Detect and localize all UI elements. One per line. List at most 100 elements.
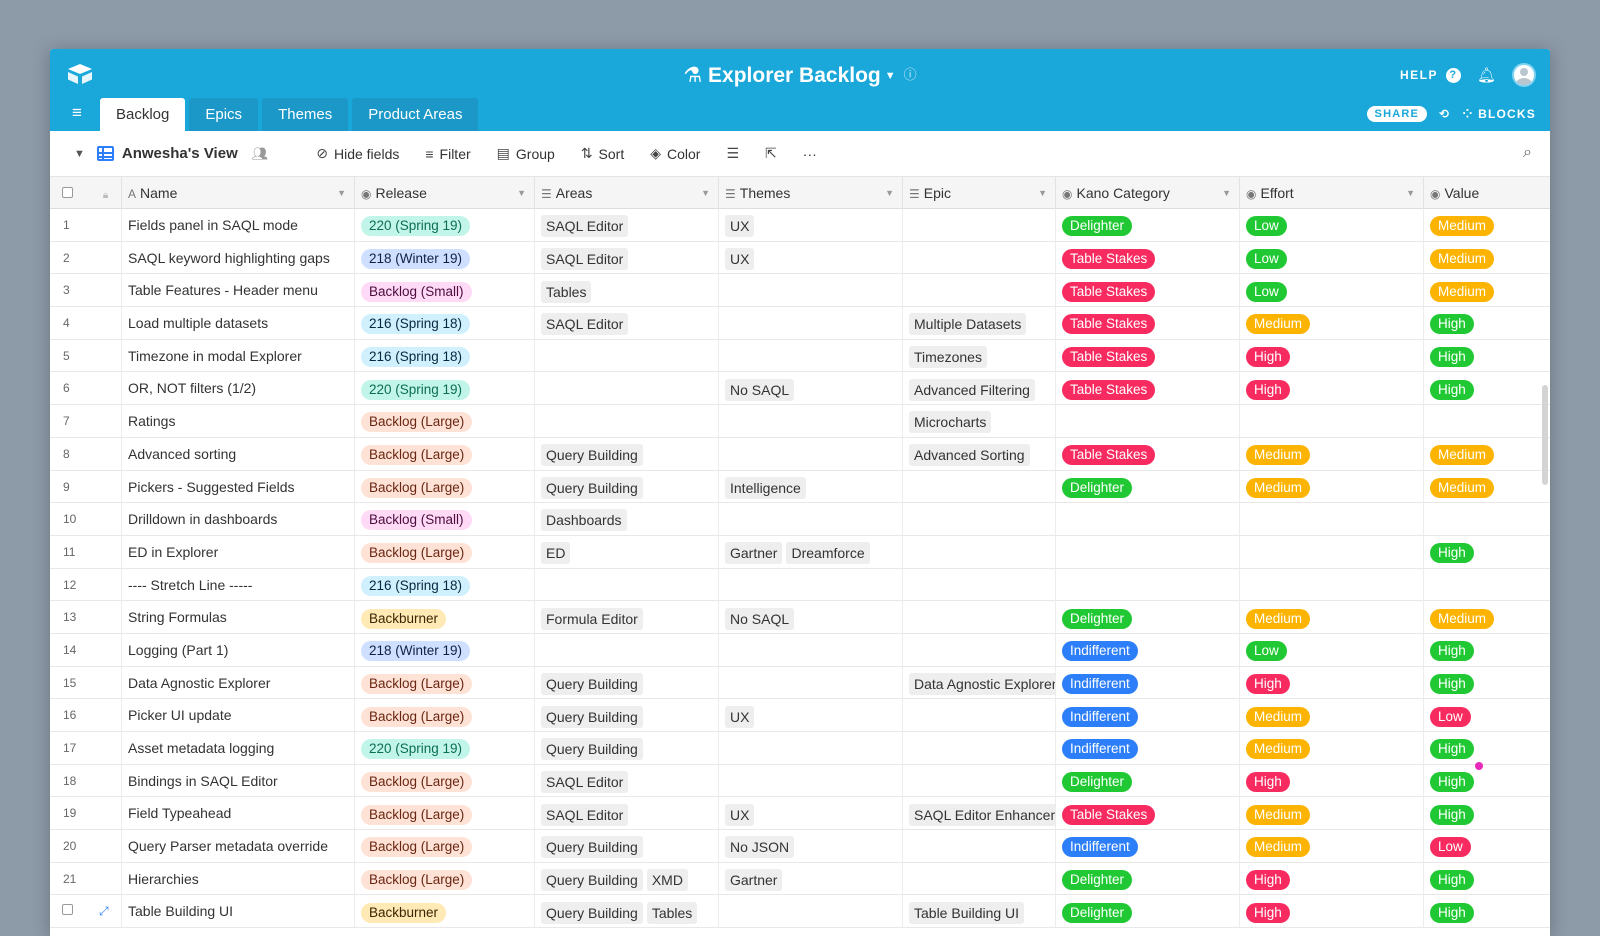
effort-cell[interactable]: High xyxy=(1240,372,1424,405)
value-cell[interactable]: Low xyxy=(1424,830,1550,862)
areas-cell[interactable]: SAQL Editor xyxy=(535,797,719,830)
areas-cell[interactable] xyxy=(535,372,719,405)
select-all-checkbox[interactable] xyxy=(62,187,73,198)
effort-cell[interactable]: High xyxy=(1240,895,1424,928)
areas-cell[interactable]: Query Building xyxy=(535,830,719,863)
row-number-cell[interactable]: 7 xyxy=(50,405,122,438)
value-cell[interactable]: Low xyxy=(1424,699,1550,731)
row-number-cell[interactable]: 13 xyxy=(50,601,122,634)
row-number-cell[interactable]: 4 xyxy=(50,307,122,340)
table-row[interactable]: ⤢ Table Building UI Backburner Query Buildi… xyxy=(50,895,1550,929)
value-cell[interactable]: High xyxy=(1424,765,1550,797)
row-number-cell[interactable]: 19 xyxy=(50,797,122,830)
row-number-cell[interactable]: 10 xyxy=(50,503,122,536)
avatar[interactable] xyxy=(1512,63,1536,87)
effort-cell[interactable]: Medium xyxy=(1240,601,1424,634)
chevron-down-icon[interactable]: ▼ xyxy=(1222,188,1231,198)
effort-cell[interactable] xyxy=(1240,568,1424,601)
release-cell[interactable]: Backburner xyxy=(355,601,535,634)
value-cell[interactable]: High xyxy=(1424,372,1550,404)
column-header-value[interactable]: ◉ Value xyxy=(1424,177,1550,209)
release-cell[interactable]: 216 (Spring 18) xyxy=(355,307,535,340)
chevron-down-icon[interactable]: ▼ xyxy=(884,70,896,82)
release-cell[interactable]: 218 (Winter 19) xyxy=(355,241,535,274)
effort-cell[interactable]: Medium xyxy=(1240,307,1424,340)
themes-cell[interactable]: No SAQL xyxy=(719,372,903,405)
release-cell[interactable]: Backlog (Small) xyxy=(355,274,535,307)
row-checkbox[interactable] xyxy=(62,904,73,916)
release-cell[interactable]: Backlog (Large) xyxy=(355,830,535,863)
release-cell[interactable]: 216 (Spring 18) xyxy=(355,568,535,601)
name-cell[interactable]: Timezone in modal Explorer xyxy=(122,339,355,372)
epic-cell[interactable] xyxy=(903,764,1056,797)
info-icon[interactable]: ⓘ xyxy=(903,67,917,82)
share-view-button[interactable]: ⇱ xyxy=(765,145,777,162)
value-cell[interactable]: Medium xyxy=(1424,601,1550,633)
table-row[interactable]: 5 Timezone in modal Explorer 216 (Spring 1… xyxy=(50,339,1550,373)
name-cell[interactable]: Asset metadata logging xyxy=(122,732,355,764)
name-cell[interactable]: Table Building UI xyxy=(122,895,355,928)
areas-cell[interactable]: SAQL Editor xyxy=(535,764,719,797)
effort-cell[interactable] xyxy=(1240,503,1424,536)
name-cell[interactable]: Advanced sorting xyxy=(122,437,355,470)
blocks-button[interactable]: ⁘ BLOCKS xyxy=(1462,107,1536,121)
epic-cell[interactable]: Advanced Filtering xyxy=(903,372,1056,405)
name-cell[interactable]: Load multiple datasets xyxy=(122,307,355,340)
value-cell[interactable]: Medium xyxy=(1424,274,1550,306)
name-cell[interactable]: SAQL keyword highlighting gaps xyxy=(122,241,355,274)
themes-cell[interactable]: No SAQL xyxy=(719,601,903,634)
release-cell[interactable]: 216 (Spring 18) xyxy=(355,339,535,372)
themes-cell[interactable]: UX xyxy=(719,699,903,732)
value-cell[interactable] xyxy=(1424,405,1550,437)
value-cell[interactable]: High xyxy=(1424,307,1550,339)
areas-cell[interactable]: Tables xyxy=(535,274,719,307)
epic-cell[interactable] xyxy=(903,274,1056,307)
kano-cell[interactable]: Delighter xyxy=(1056,601,1240,634)
epic-cell[interactable]: Microcharts xyxy=(903,405,1056,438)
name-cell[interactable]: Drilldown in dashboards xyxy=(122,503,355,536)
epic-cell[interactable] xyxy=(903,241,1056,274)
effort-cell[interactable]: Medium xyxy=(1240,732,1424,764)
effort-cell[interactable]: Low xyxy=(1240,633,1424,666)
kano-cell[interactable]: Indifferent xyxy=(1056,633,1240,666)
kano-cell[interactable]: Delighter xyxy=(1056,470,1240,503)
row-number-cell[interactable]: 12 xyxy=(50,568,122,601)
name-cell[interactable]: ED in Explorer xyxy=(122,535,355,568)
epic-cell[interactable] xyxy=(903,699,1056,732)
kano-cell[interactable] xyxy=(1056,535,1240,568)
table-row[interactable]: 2 SAQL keyword highlighting gaps 218 (Wint… xyxy=(50,241,1550,275)
epic-cell[interactable] xyxy=(903,535,1056,568)
tab-themes[interactable]: Themes xyxy=(262,98,349,131)
name-cell[interactable]: Hierarchies xyxy=(122,862,355,895)
value-cell[interactable]: Medium xyxy=(1424,242,1550,274)
themes-cell[interactable]: UX xyxy=(719,241,903,274)
table-row[interactable]: 15 Data Agnostic Explorer Backlog (Large) Q… xyxy=(50,666,1550,700)
hide-fields-button[interactable]: ⊘ Hide fields xyxy=(316,145,399,162)
kano-cell[interactable]: Indifferent xyxy=(1056,732,1240,764)
column-header-epic[interactable]: ☰ Epic ▼ xyxy=(903,177,1056,209)
row-number-cell[interactable]: 2 xyxy=(50,241,122,274)
release-cell[interactable]: Backlog (Large) xyxy=(355,699,535,732)
column-header-release[interactable]: ◉ Release ▼ xyxy=(355,177,535,209)
effort-cell[interactable]: High xyxy=(1240,666,1424,699)
table-row[interactable]: 8 Advanced sorting Backlog (Large) Query Bu… xyxy=(50,437,1550,471)
chevron-down-icon[interactable]: ▼ xyxy=(885,188,894,198)
row-number-cell[interactable]: 5 xyxy=(50,339,122,372)
color-button[interactable]: ◈ Color xyxy=(650,145,700,162)
epic-cell[interactable] xyxy=(903,503,1056,536)
table-row[interactable]: 12 ---- Stretch Line ----- 216 (Spring 18) xyxy=(50,568,1550,602)
areas-cell[interactable]: Query Building xyxy=(535,437,719,470)
kano-cell[interactable]: Table Stakes xyxy=(1056,274,1240,307)
release-cell[interactable]: Backlog (Large) xyxy=(355,666,535,699)
kano-cell[interactable]: Indifferent xyxy=(1056,666,1240,699)
effort-cell[interactable]: Medium xyxy=(1240,830,1424,863)
epic-cell[interactable] xyxy=(903,732,1056,764)
themes-cell[interactable] xyxy=(719,633,903,666)
epic-cell[interactable] xyxy=(903,568,1056,601)
kano-cell[interactable]: Table Stakes xyxy=(1056,241,1240,274)
release-cell[interactable]: Backlog (Large) xyxy=(355,797,535,830)
themes-cell[interactable] xyxy=(719,307,903,340)
epic-cell[interactable]: Data Agnostic Explorer xyxy=(903,666,1056,699)
chevron-down-icon[interactable]: ▼ xyxy=(1406,188,1415,198)
release-cell[interactable]: 220 (Spring 19) xyxy=(355,372,535,405)
